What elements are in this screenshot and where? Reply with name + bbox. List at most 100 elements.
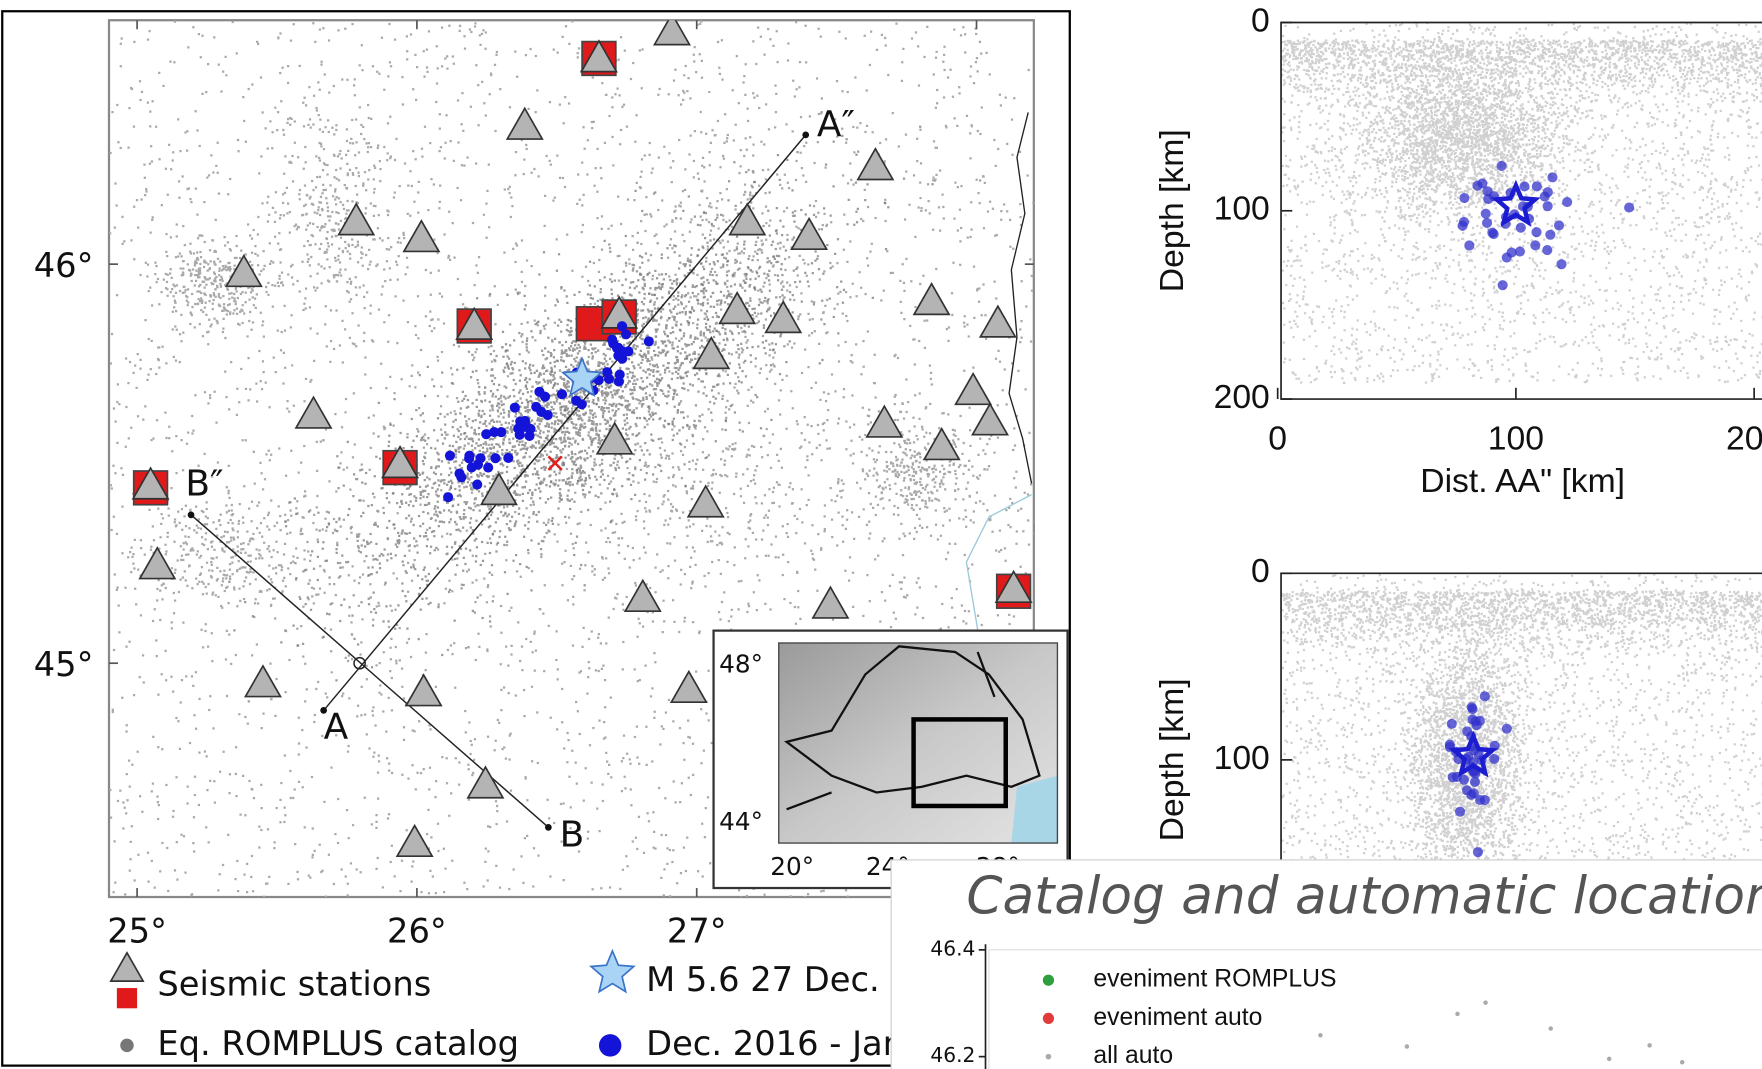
section-sequence-event bbox=[1447, 719, 1457, 729]
legend-catalog bbox=[120, 1039, 133, 1052]
section-sequence-event bbox=[1480, 691, 1490, 701]
section-events bbox=[1281, 0, 1762, 384]
sequence-event bbox=[443, 492, 453, 502]
y-tick-label: 200 bbox=[1214, 378, 1270, 416]
sequence-event bbox=[536, 407, 546, 417]
section-sequence-event bbox=[1502, 252, 1512, 262]
section-sequence-event bbox=[1473, 847, 1483, 857]
overlay-point bbox=[1455, 1012, 1459, 1016]
y-tick-label: 46° bbox=[34, 246, 94, 285]
legend-marker bbox=[1046, 1054, 1052, 1060]
section-sequence-event bbox=[1468, 704, 1478, 714]
section-sequence-event bbox=[1489, 754, 1499, 764]
section-sequence-event bbox=[1502, 724, 1512, 734]
profile-label: A″ bbox=[817, 104, 855, 145]
section-sequence-event bbox=[1466, 790, 1476, 800]
overlay-point bbox=[1483, 1000, 1487, 1004]
profile-label: B bbox=[560, 814, 585, 855]
legend-marker bbox=[1043, 975, 1054, 986]
sequence-event bbox=[557, 389, 567, 399]
section-sequence-event bbox=[1458, 221, 1468, 231]
x-tick-label: 0 bbox=[1268, 420, 1287, 458]
section-sequence-event bbox=[1497, 161, 1507, 171]
section-sequence-event bbox=[1530, 240, 1540, 250]
section-sequence-event bbox=[1459, 193, 1469, 203]
legend-marker bbox=[1043, 1013, 1054, 1024]
figure: A A″ B″ B 25° 26° 27° 46° 45° Seismic stations Eq.… bbox=[0, 0, 1762, 1069]
sequence-event bbox=[454, 468, 464, 478]
overlay-title: Catalog and automatic locations bbox=[966, 866, 1762, 926]
y-tick-label: 0 bbox=[1251, 552, 1270, 590]
section-sequence-event bbox=[1543, 201, 1553, 211]
legend-label: eveniment auto bbox=[1093, 1004, 1262, 1031]
y-tick-label: 46.4 bbox=[930, 936, 975, 960]
y-tick-label: 100 bbox=[1214, 739, 1270, 777]
section-sequence-event bbox=[1554, 220, 1564, 230]
sequence-event bbox=[571, 396, 581, 406]
sequence-event bbox=[608, 339, 618, 349]
sequence-event bbox=[483, 463, 493, 473]
x-tick-label: 25° bbox=[107, 911, 167, 950]
overlay-point bbox=[1548, 1026, 1552, 1030]
section-sequence-event bbox=[1516, 223, 1526, 233]
inset-lat-label: 48° bbox=[719, 649, 763, 678]
legend-label: all auto bbox=[1093, 1042, 1173, 1069]
x-tick-label: 26° bbox=[387, 911, 447, 950]
sequence-event bbox=[644, 336, 654, 346]
y-tick-label: 45° bbox=[34, 645, 94, 684]
sequence-event bbox=[445, 451, 455, 461]
sequence-event bbox=[467, 462, 477, 472]
y-tick-label: 0 bbox=[1251, 1, 1270, 39]
profile-end bbox=[188, 511, 195, 518]
overlay-point bbox=[1405, 1044, 1409, 1048]
legend-label: Seismic stations bbox=[157, 964, 431, 1003]
sequence-event bbox=[481, 429, 491, 439]
y-tick-label: 46.2 bbox=[930, 1043, 975, 1067]
legend-sequence bbox=[599, 1034, 621, 1056]
sequence-event bbox=[503, 453, 513, 463]
section-sequence-event bbox=[1470, 777, 1480, 787]
section-sequence-event bbox=[1545, 230, 1555, 240]
x-tick-label: 100 bbox=[1488, 420, 1544, 458]
profile-label: B″ bbox=[185, 464, 223, 505]
legend-label: Eq. ROMPLUS catalog bbox=[157, 1024, 519, 1063]
overlay-point bbox=[1318, 1033, 1322, 1037]
x-axis-label: Dist. AA" [km] bbox=[1420, 462, 1625, 500]
section-sequence-event bbox=[1480, 795, 1490, 805]
x-tick-label: 200 bbox=[1726, 420, 1762, 458]
profile-end bbox=[545, 824, 552, 831]
section-sequence-event bbox=[1519, 181, 1529, 191]
sequence-event bbox=[621, 329, 631, 339]
y-tick-label: 100 bbox=[1214, 190, 1270, 228]
section-sequence-event bbox=[1556, 259, 1566, 269]
profile-end bbox=[802, 132, 809, 139]
inset-lon-label: 20° bbox=[770, 852, 814, 881]
section-plot bbox=[1281, 0, 1762, 384]
section-sequence-event bbox=[1477, 178, 1487, 188]
section-sequence-event bbox=[1540, 191, 1550, 201]
sequence-event bbox=[513, 423, 523, 433]
sequence-event bbox=[525, 424, 535, 434]
legend-label: eveniment ROMPLUS bbox=[1093, 966, 1336, 993]
sequence-event bbox=[472, 479, 482, 489]
legend-square bbox=[117, 988, 137, 1008]
sequence-event bbox=[602, 367, 612, 377]
section-sequence-event bbox=[1562, 197, 1572, 207]
section-sequence-event bbox=[1547, 172, 1557, 182]
overlay-point bbox=[1680, 1060, 1684, 1064]
sequence-event bbox=[510, 403, 520, 413]
overlay-point bbox=[1647, 1043, 1651, 1047]
profile-label: A bbox=[324, 706, 349, 747]
inset-lat-label: 44° bbox=[719, 807, 763, 836]
y-axis-label: Depth [km] bbox=[1153, 678, 1191, 841]
sequence-event bbox=[615, 370, 625, 380]
x-tick-label: 27° bbox=[667, 911, 727, 950]
section-sequence-event bbox=[1455, 807, 1465, 817]
section-sequence-event bbox=[1498, 280, 1508, 290]
section-sequence-event bbox=[1482, 218, 1492, 228]
sequence-event bbox=[490, 453, 500, 463]
y-axis-label: Depth [km] bbox=[1153, 129, 1191, 292]
section-sequence-event bbox=[1515, 246, 1525, 256]
section-sequence-event bbox=[1464, 240, 1474, 250]
overlay-point bbox=[1607, 1057, 1611, 1061]
